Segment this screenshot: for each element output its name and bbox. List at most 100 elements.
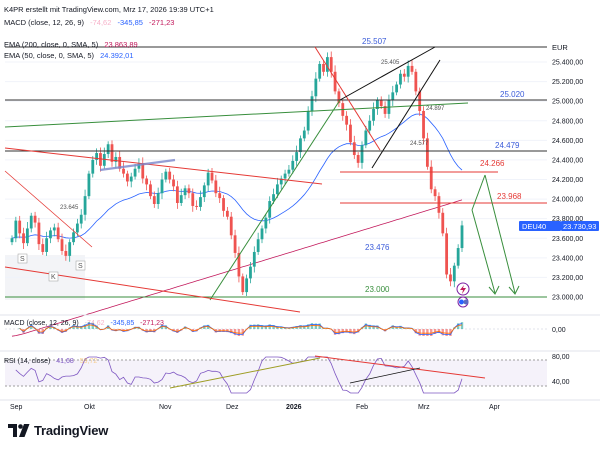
candle-body <box>25 228 29 244</box>
lightning-icon[interactable] <box>456 282 470 296</box>
macd-bar <box>310 323 314 329</box>
candle <box>260 225 264 244</box>
candle <box>214 174 218 198</box>
candle-body <box>72 232 75 243</box>
y-tick-label: 23.200,00 <box>552 275 583 282</box>
candle-body <box>364 130 368 146</box>
macd-pane-value-1: -74,62 <box>84 320 105 327</box>
candle <box>133 164 137 180</box>
candle-body <box>95 153 99 160</box>
macd-bar <box>333 329 337 335</box>
candle <box>429 160 433 194</box>
candle-body <box>114 156 118 162</box>
candle <box>218 186 222 203</box>
candle <box>10 235 14 246</box>
candle <box>14 216 18 243</box>
candle <box>437 192 441 219</box>
candle <box>29 212 33 233</box>
macd-bar <box>460 322 464 329</box>
macd-bar <box>237 329 241 336</box>
candle-body <box>33 215 37 223</box>
candle <box>210 167 214 184</box>
x-tick-label: Sep <box>10 404 23 411</box>
candle-body <box>283 173 287 179</box>
candle <box>237 246 241 283</box>
candle-body <box>245 278 249 293</box>
pattern-marker-label: S <box>78 263 83 270</box>
x-tick-label: 2026 <box>286 404 302 411</box>
candle <box>299 135 302 158</box>
macd-pane-value-3: -271,23 <box>140 320 164 327</box>
candle <box>33 211 37 228</box>
candle <box>125 170 129 187</box>
candle-body <box>441 212 445 234</box>
candle-body <box>452 265 456 282</box>
candle <box>60 233 64 255</box>
candle <box>49 227 52 244</box>
candle <box>156 187 160 209</box>
candle-body <box>241 276 245 293</box>
pattern-marker-label: S <box>20 256 25 263</box>
candle-body <box>314 78 318 97</box>
candle <box>249 261 252 284</box>
candle <box>206 168 210 192</box>
rsi-line <box>15 356 463 394</box>
price-axis: 25.400,00 25.200,00 25.000,00 24.800,00 24.6… <box>552 60 583 302</box>
candle-body <box>360 145 364 163</box>
macd-bar <box>426 329 429 336</box>
rsi-label: RSI (14, close) <box>4 358 51 365</box>
candle-body <box>64 250 68 256</box>
candle-body <box>91 159 95 174</box>
candle <box>64 244 68 261</box>
candle-body <box>79 214 83 224</box>
candle-body <box>445 233 449 275</box>
candle-body <box>391 92 395 101</box>
rsi-trend-line <box>169 357 321 389</box>
x-tick-label: Mrz <box>418 404 430 411</box>
level-label: 23.476 <box>365 243 390 252</box>
candle <box>295 145 299 166</box>
candle <box>256 232 260 255</box>
candle-body <box>168 171 172 180</box>
level-label: 25.507 <box>362 37 387 46</box>
candle-body <box>310 96 314 111</box>
candle <box>364 125 368 149</box>
arrow-head <box>508 285 520 295</box>
brand: TradingView <box>8 423 108 438</box>
candle <box>445 227 449 279</box>
candle-body <box>102 154 106 166</box>
macd-bar <box>445 329 448 336</box>
macd-bar <box>91 322 94 329</box>
candle <box>149 180 152 200</box>
rsi-pane-legend: RSI (14, close) 41,68 59,72 <box>4 358 97 365</box>
macd-bar <box>368 324 371 329</box>
candle-body <box>225 210 229 217</box>
candle-body <box>402 73 406 77</box>
ema50-value: 24.392,01 <box>100 51 134 60</box>
event-markers-icon[interactable] <box>457 296 469 308</box>
candle-body <box>152 196 156 204</box>
candle <box>360 141 364 169</box>
macd-bar <box>433 329 437 334</box>
y-tick-label: 24.200,00 <box>552 177 583 184</box>
macd-value-3: -271,23 <box>149 18 175 27</box>
candle-body <box>368 120 372 131</box>
ema200-value: 23.863,89 <box>104 40 138 49</box>
candle-body <box>264 217 268 229</box>
candle <box>383 101 387 118</box>
macd-label: MACD (close, 12, 26, 9) <box>4 18 85 27</box>
macd-bar <box>268 324 271 329</box>
candle-body <box>218 193 222 199</box>
macd-bar <box>253 324 256 329</box>
candle-body <box>395 84 399 93</box>
candle <box>352 135 356 159</box>
macd-bar <box>230 329 233 334</box>
rsi-value: 41,68 <box>56 358 74 365</box>
candle <box>349 119 352 146</box>
y-tick-label: 24.600,00 <box>552 138 583 145</box>
candle-body <box>83 196 87 215</box>
candle-body <box>137 163 141 169</box>
candle-body <box>279 178 283 185</box>
rsi-axis-tick: 80,00 <box>552 354 570 361</box>
level-label: 24.479 <box>495 141 520 150</box>
